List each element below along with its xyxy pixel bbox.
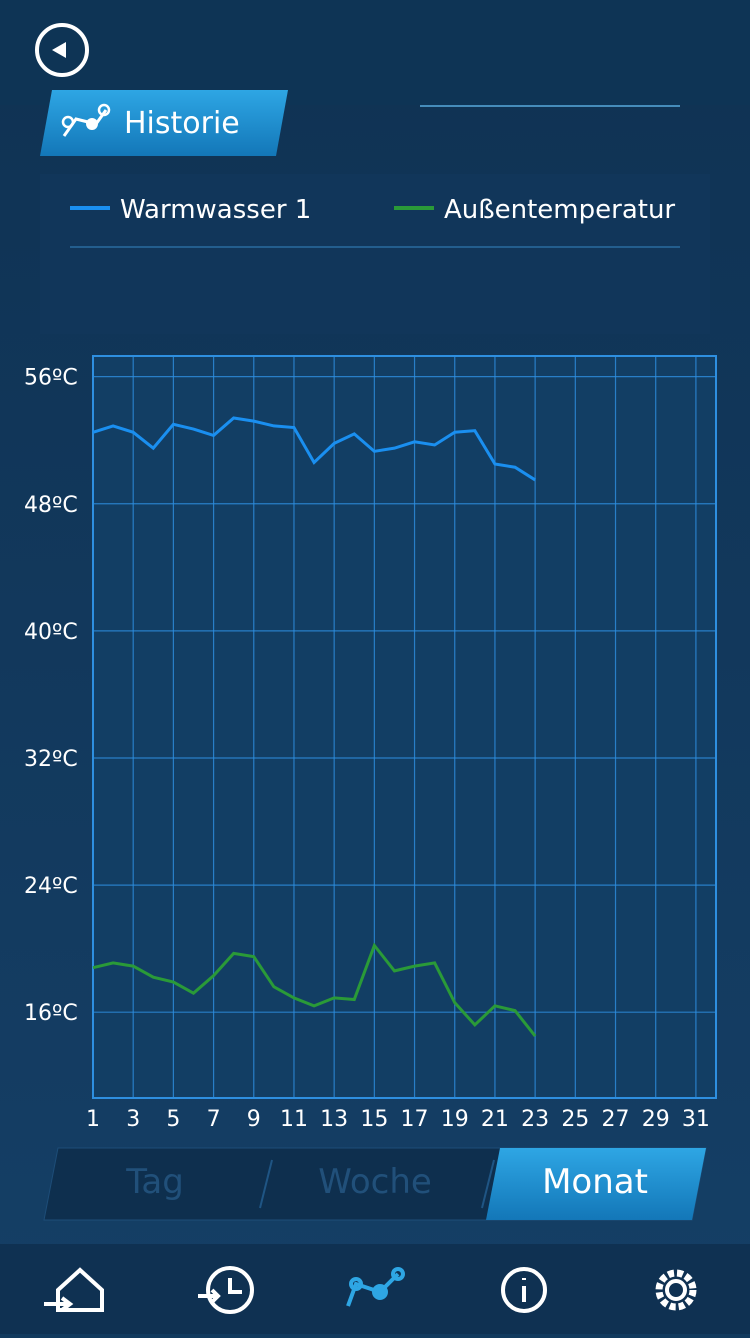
- x-tick-label: 13: [320, 1107, 348, 1132]
- legend-label: Außentemperatur: [444, 195, 675, 225]
- tab-month[interactable]: Monat: [542, 1162, 648, 1202]
- x-tick-label: 3: [126, 1107, 140, 1132]
- plot-area: [92, 355, 717, 1099]
- x-tick-label: 27: [602, 1107, 630, 1132]
- x-tick-label: 7: [207, 1107, 221, 1132]
- nav-info[interactable]: [501, 1267, 547, 1313]
- x-tick-label: 17: [401, 1107, 429, 1132]
- legend-panel: [40, 174, 710, 334]
- x-tick-label: 15: [360, 1107, 388, 1132]
- page-title: Historie: [124, 106, 240, 141]
- x-tick-label: 29: [642, 1107, 670, 1132]
- series-line: [92, 416, 536, 482]
- x-tick-label: 9: [247, 1107, 261, 1132]
- y-tick-label: 48ºC: [24, 493, 78, 518]
- x-tick-label: 5: [166, 1107, 180, 1132]
- y-tick-label: 32ºC: [24, 747, 78, 772]
- x-tick-label: 1: [86, 1107, 100, 1132]
- y-tick-label: 40ºC: [24, 620, 78, 645]
- tab-day[interactable]: Tag: [125, 1162, 184, 1202]
- series-line: [92, 942, 537, 1037]
- legend-label: Warmwasser 1: [120, 195, 311, 225]
- top-bar: [0, 0, 750, 105]
- back-button[interactable]: [35, 23, 89, 77]
- x-tick-label: 31: [682, 1107, 710, 1132]
- x-tick-label: 25: [561, 1107, 589, 1132]
- x-tick-label: 23: [521, 1107, 549, 1132]
- x-tick-label: 21: [481, 1107, 509, 1132]
- range-tabs: Tag Woche Monat: [43, 1147, 707, 1221]
- y-tick-label: 16ºC: [24, 1001, 78, 1026]
- x-tick-label: 19: [441, 1107, 469, 1132]
- title-tab: Historie: [40, 90, 288, 156]
- nav-home[interactable]: [44, 1267, 104, 1312]
- x-tick-label: 11: [280, 1107, 308, 1132]
- y-tick-label: 24ºC: [24, 874, 78, 899]
- nav-history[interactable]: [346, 1267, 405, 1307]
- y-tick-label: 56ºC: [24, 366, 78, 391]
- tab-week[interactable]: Woche: [318, 1162, 432, 1202]
- nav-schedule[interactable]: [198, 1266, 254, 1314]
- nav-settings[interactable]: [655, 1269, 697, 1311]
